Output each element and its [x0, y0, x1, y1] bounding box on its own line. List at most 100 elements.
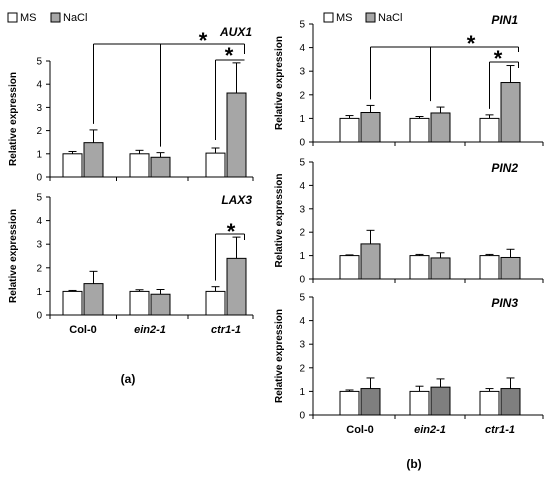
chart-aux1: 0 1 2 3 4 5 Relative expression AUX1 — [8, 25, 254, 184]
bar-nacl — [360, 388, 381, 416]
chart-title: PIN1 — [491, 13, 518, 27]
x-category-label: Col-0 — [69, 324, 97, 336]
bar-nacl — [150, 156, 171, 178]
legend-nacl-label: NaCl — [63, 12, 87, 24]
x-category-label: ctr1-1 — [485, 424, 515, 436]
bar-ms — [205, 290, 226, 316]
y-tick-label: 4 — [299, 181, 305, 192]
y-axis-label: Relative expression — [274, 309, 285, 403]
y-tick-label: 5 — [36, 193, 42, 204]
y-tick-label: 0 — [36, 173, 42, 184]
chart-title: PIN2 — [491, 161, 518, 175]
legend-nacl-swatch — [50, 12, 61, 23]
y-tick-label: 0 — [299, 275, 305, 286]
bar-ms — [129, 153, 150, 178]
legend-ms-swatch — [323, 12, 334, 23]
y-tick-label: 4 — [36, 80, 42, 91]
y-tick-label: 0 — [36, 311, 42, 322]
y-tick-label: 2 — [299, 363, 305, 374]
y-tick-label: 4 — [299, 43, 305, 54]
bar-ms — [409, 390, 430, 416]
bar-nacl — [430, 386, 451, 416]
y-tick-label: 0 — [299, 411, 305, 422]
y-tick-label: 2 — [36, 263, 42, 274]
chart-pin1: 0 1 2 3 4 5 Relative expression PIN1 — [274, 13, 544, 149]
legend-nacl-swatch — [365, 12, 376, 23]
y-tick-label: 5 — [299, 293, 305, 304]
significance-brackets: * * * * * — [93, 28, 519, 281]
legend-nacl-label: NaCl — [378, 12, 402, 24]
bar-ms — [479, 390, 500, 416]
panel-label-a: (a) — [121, 372, 136, 386]
legend-right: MS NaCl — [323, 12, 402, 24]
y-axis-label: Relative expression — [8, 72, 19, 166]
bar-ms — [479, 117, 500, 143]
y-tick-label: 3 — [299, 204, 305, 215]
y-tick-label: 4 — [36, 216, 42, 227]
bar-ms — [479, 255, 500, 280]
panel-label-b: (b) — [406, 457, 421, 471]
bar-ms — [62, 290, 83, 316]
bar-nacl — [500, 256, 521, 280]
y-tick-label: 1 — [36, 149, 42, 160]
bar-nacl — [226, 92, 247, 178]
y-axis-label: Relative expression — [8, 209, 19, 303]
y-tick-label: 5 — [299, 20, 305, 31]
significance-star: * — [467, 31, 476, 56]
y-tick-label: 0 — [299, 138, 305, 149]
y-tick-label: 3 — [299, 67, 305, 78]
bar-nacl — [83, 283, 104, 316]
chart-title: PIN3 — [491, 296, 518, 310]
y-tick-label: 2 — [299, 228, 305, 239]
y-tick-label: 5 — [36, 57, 42, 68]
x-category-label: ein2-1 — [414, 424, 446, 436]
x-category-label: ctr1-1 — [211, 324, 241, 336]
bar-nacl — [226, 257, 247, 316]
bar-nacl — [360, 243, 381, 280]
chart-pin2: 0 1 2 3 4 5 Relative expression PIN2 — [274, 158, 544, 286]
significance-star: * — [199, 28, 208, 53]
x-category-label: ein2-1 — [134, 324, 166, 336]
y-tick-label: 1 — [299, 387, 305, 398]
y-tick-label: 1 — [299, 251, 305, 262]
bar-nacl — [500, 388, 521, 416]
y-tick-label: 3 — [36, 103, 42, 114]
significance-star: * — [494, 46, 503, 71]
bar-ms — [339, 255, 360, 280]
bar-nacl — [430, 112, 451, 143]
bar-nacl — [500, 82, 521, 143]
y-tick-label: 2 — [299, 90, 305, 101]
bar-ms — [409, 255, 430, 280]
significance-star: * — [227, 219, 236, 244]
bar-ms — [339, 117, 360, 143]
bar-nacl — [150, 293, 171, 316]
bar-nacl — [360, 112, 381, 143]
legend-ms-label: MS — [20, 12, 37, 24]
legend-left: MS NaCl — [7, 12, 87, 24]
bar-ms — [62, 153, 83, 178]
y-tick-label: 1 — [299, 114, 305, 125]
bar-ms — [339, 390, 360, 416]
bar-ms — [129, 290, 150, 316]
y-tick-label: 3 — [36, 240, 42, 251]
bar-nacl — [83, 142, 104, 178]
chart-title: LAX3 — [221, 193, 252, 207]
bar-nacl — [430, 257, 451, 280]
y-tick-label: 3 — [299, 340, 305, 351]
y-axis-label: Relative expression — [274, 36, 285, 130]
legend-ms-swatch — [7, 12, 18, 23]
y-axis-label: Relative expression — [274, 174, 285, 268]
significance-star: * — [225, 43, 234, 68]
bar-ms — [409, 117, 430, 143]
chart-title: AUX1 — [219, 25, 252, 39]
chart-pin3: 0 1 2 3 4 5 Relative expression PIN3 Col-0 ein2-1… — [274, 293, 544, 436]
y-tick-label: 2 — [36, 126, 42, 137]
x-category-label: Col-0 — [346, 424, 374, 436]
bar-ms — [205, 152, 226, 178]
y-tick-label: 5 — [299, 158, 305, 169]
legend-ms-label: MS — [336, 12, 353, 24]
y-tick-label: 4 — [299, 316, 305, 327]
chart-lax3: 0 1 2 3 4 5 Relative expression LAX3 Col-0 ein2-1… — [8, 193, 254, 336]
y-tick-label: 1 — [36, 287, 42, 298]
